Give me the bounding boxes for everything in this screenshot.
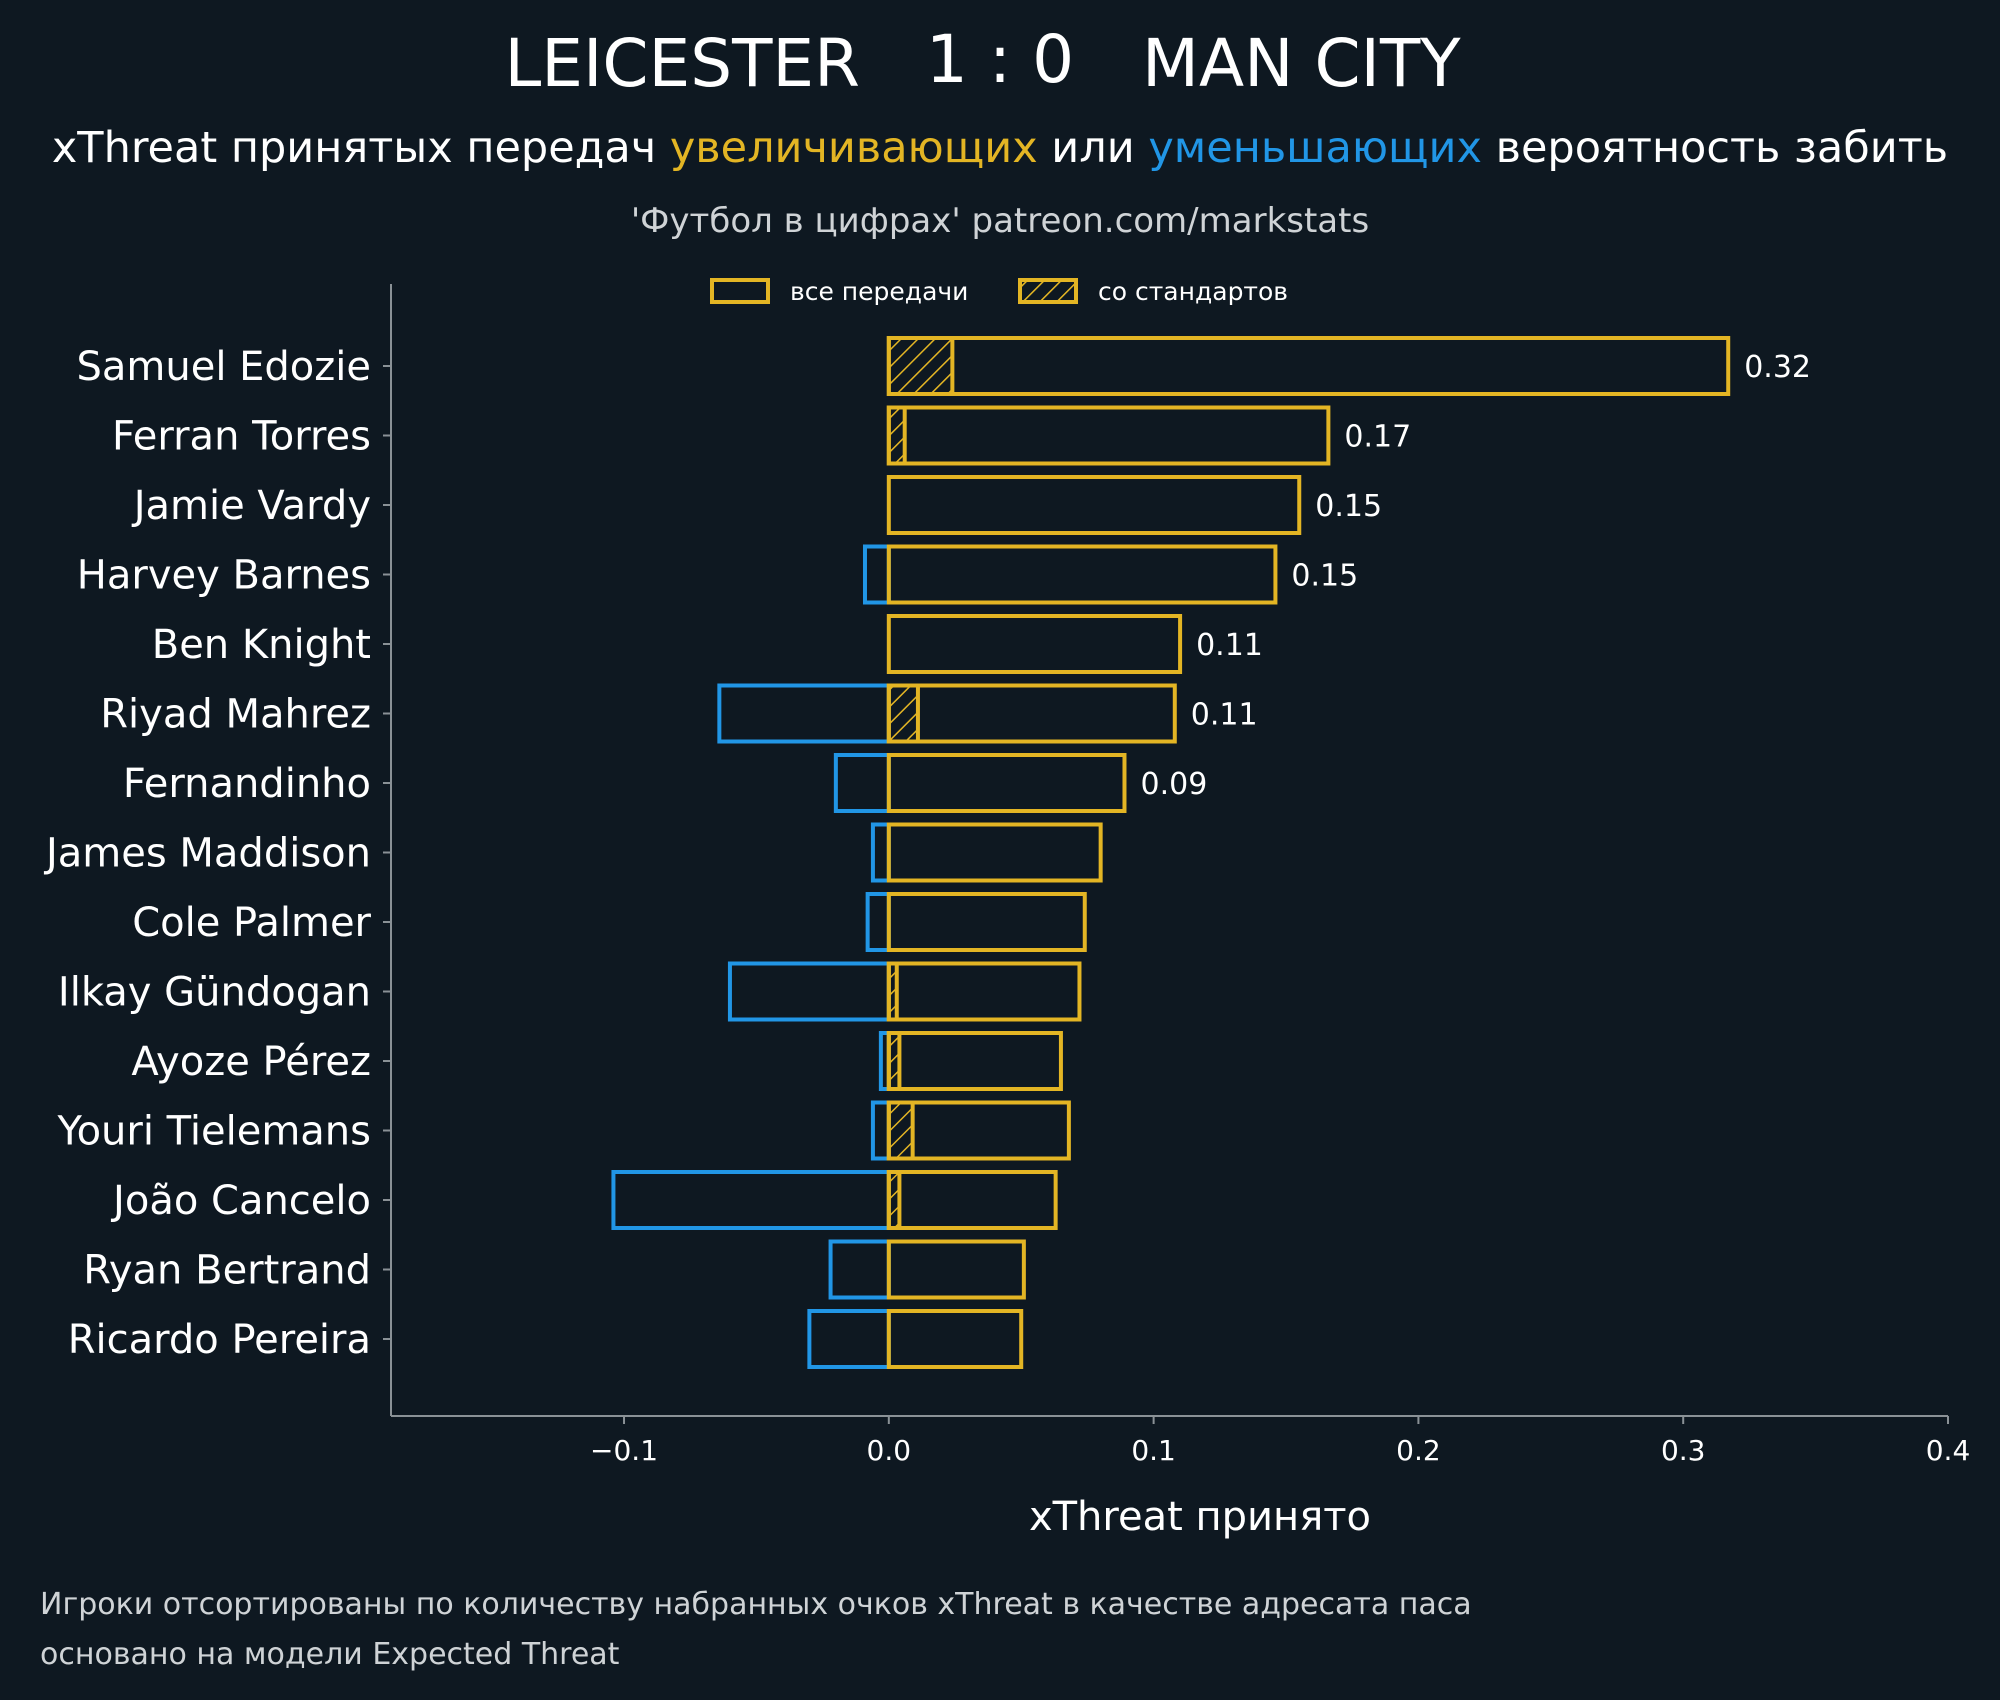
bar-positive [886, 1031, 1063, 1091]
away-team: MAN CITY [1142, 25, 1461, 102]
value-label: 0.17 [1344, 420, 1411, 455]
bar-negative [727, 961, 891, 1022]
source: 'Футбол в цифрах' patreon.com/markstats [631, 201, 1369, 241]
subtitle-part: xThreat принятых передач [52, 123, 670, 173]
home-team: LEICESTER [505, 25, 861, 102]
x-axis-title: xThreat принято [1029, 1494, 1371, 1540]
x-tick-label: 0.1 [1131, 1434, 1176, 1467]
bar-negative [865, 892, 891, 952]
bar-negative [611, 1170, 891, 1230]
bar-negative [862, 544, 891, 605]
bar-negative [870, 1100, 891, 1161]
legend-set-pieces-label: со стандартов [1098, 277, 1288, 306]
legend-all-passes-label: все передачи [790, 277, 968, 306]
bar-positive [886, 1309, 1024, 1369]
bar-positive [886, 892, 1087, 952]
bar-set-pieces [886, 336, 955, 396]
player-label: Ilkay Gündogan [58, 970, 371, 1016]
bar-positive [886, 753, 1127, 813]
value-label: 0.15 [1291, 559, 1358, 594]
legend-set-pieces-swatch [1018, 278, 1078, 304]
player-label: Riyad Mahrez [100, 692, 371, 738]
value-label: 0.11 [1191, 698, 1258, 733]
player-label: João Cancelo [110, 1178, 371, 1224]
bar-positive [886, 544, 1278, 605]
value-label: 0.11 [1196, 628, 1263, 663]
x-tick-label: 0.2 [1396, 1434, 1441, 1467]
score: 1 : 0 [926, 21, 1074, 98]
value-labels-group: 0.32 0.17 0.15 0.15 0.11 0.11 0.09 [1140, 350, 1811, 802]
bar-negative [833, 753, 891, 813]
player-label: Cole Palmer [132, 900, 371, 946]
bar-positive [886, 1239, 1026, 1300]
legend-all-passes-swatch [710, 278, 770, 304]
x-tick-label: 0.3 [1661, 1434, 1706, 1467]
player-label: Harvey Barnes [77, 553, 371, 599]
player-labels-group: Samuel Edozie Ferran Torres Jamie Vardy Har… [43, 344, 391, 1363]
bar-positive [886, 822, 1103, 883]
value-label: 0.32 [1744, 350, 1811, 385]
value-label: 0.15 [1315, 489, 1382, 524]
bar-positive [886, 336, 1731, 396]
bar-negative [828, 1239, 891, 1300]
bar-set-pieces [886, 683, 920, 744]
bar-positive [886, 475, 1302, 535]
player-label: Ayoze Pérez [131, 1039, 371, 1085]
bar-positive [886, 683, 1177, 744]
bar-negative [717, 683, 891, 744]
player-label: Youri Tielemans [56, 1109, 371, 1155]
value-label: 0.09 [1140, 767, 1207, 802]
player-label: Samuel Edozie [76, 344, 371, 390]
player-label: Ben Knight [152, 622, 371, 668]
subtitle-part: вероятность забить [1482, 123, 1948, 173]
bar-positive [886, 1100, 1071, 1161]
x-tick-label: 0.0 [867, 1434, 912, 1467]
footnote-model: основано на модели Expected Threat [40, 1637, 620, 1672]
bar-positive [886, 405, 1331, 466]
bar-positive [886, 961, 1082, 1022]
bar-negative [807, 1309, 891, 1369]
subtitle-part: или [1038, 123, 1149, 173]
player-label: Ryan Bertrand [83, 1248, 371, 1294]
player-label: Ferran Torres [112, 414, 371, 460]
bar-positive [886, 614, 1183, 674]
player-label: Jamie Vardy [131, 483, 371, 529]
subtitle: xThreat принятых передач увеличивающих и… [52, 123, 1948, 173]
bar-set-pieces [886, 405, 907, 466]
subtitle-part-increasing: увеличивающих [670, 123, 1038, 173]
x-ticks-group: −0.1 0.0 0.1 0.2 0.3 0.4 [590, 1416, 1970, 1467]
bar-set-pieces [886, 1100, 915, 1161]
bar-positive [886, 1170, 1058, 1230]
player-label: Ricardo Pereira [68, 1317, 371, 1363]
player-label: Fernandinho [123, 761, 371, 807]
x-tick-label: −0.1 [590, 1434, 658, 1467]
bar-negative [870, 822, 891, 883]
x-tick-label: 0.4 [1926, 1434, 1971, 1467]
footnote-sorting: Игроки отсортированы по количеству набра… [40, 1587, 1472, 1622]
subtitle-part-decreasing: уменьшающих [1148, 123, 1482, 173]
bars-group [611, 336, 1731, 1369]
player-label: James Maddison [43, 831, 371, 877]
